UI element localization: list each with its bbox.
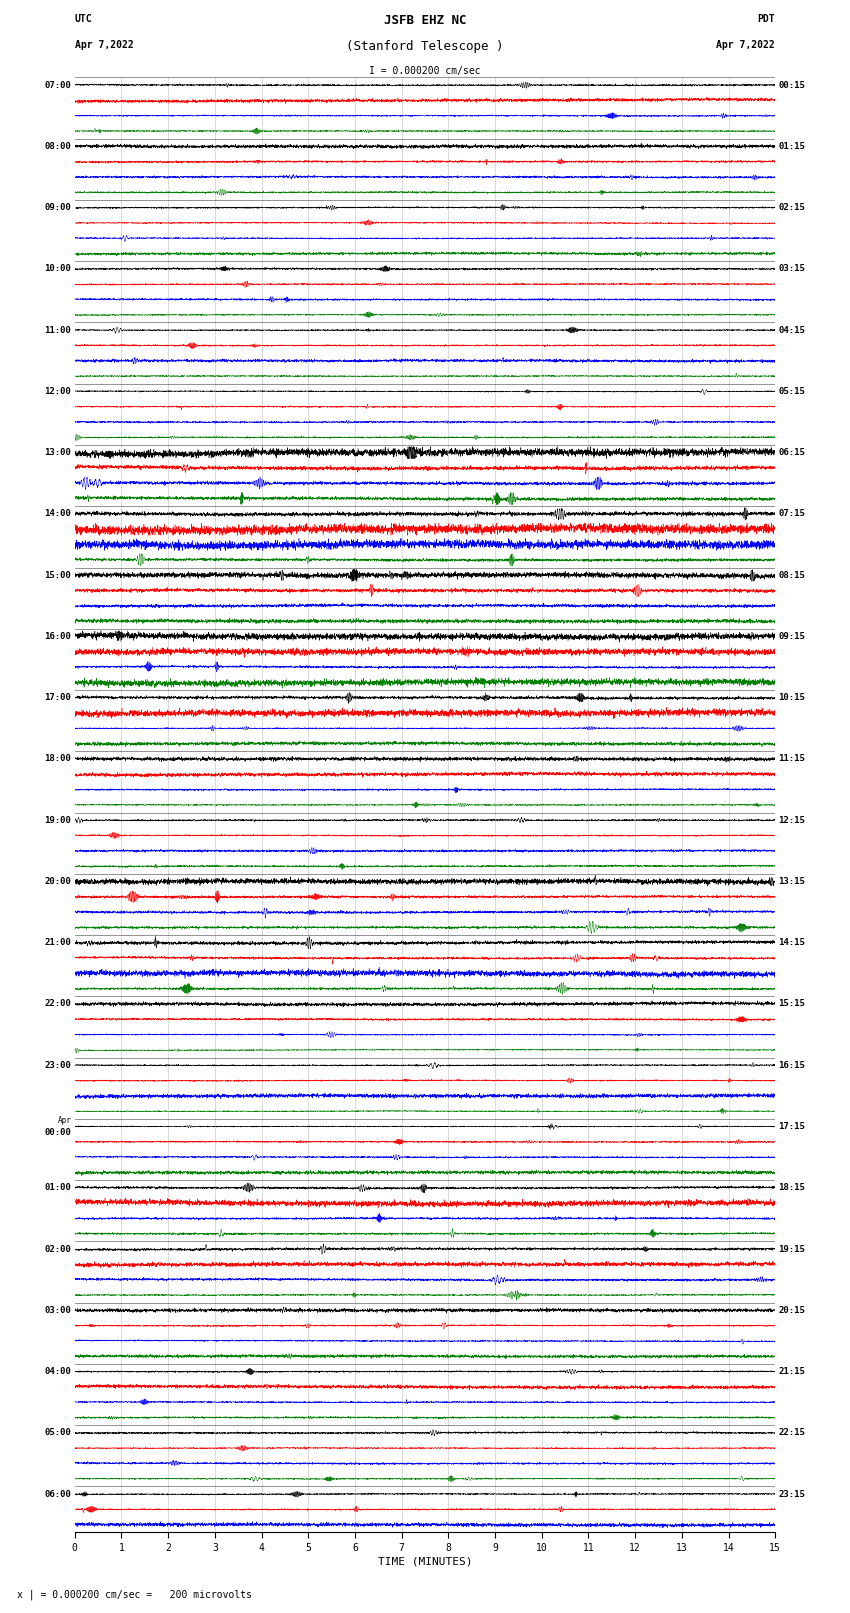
X-axis label: TIME (MINUTES): TIME (MINUTES) bbox=[377, 1557, 473, 1566]
Text: 22:00: 22:00 bbox=[44, 1000, 71, 1008]
Text: 18:15: 18:15 bbox=[779, 1184, 806, 1192]
Text: 14:15: 14:15 bbox=[779, 939, 806, 947]
Text: 19:15: 19:15 bbox=[779, 1245, 806, 1253]
Text: 13:15: 13:15 bbox=[779, 877, 806, 886]
Text: 19:00: 19:00 bbox=[44, 816, 71, 824]
Text: 03:00: 03:00 bbox=[44, 1307, 71, 1315]
Text: 23:00: 23:00 bbox=[44, 1061, 71, 1069]
Text: 20:15: 20:15 bbox=[779, 1307, 806, 1315]
Text: JSFB EHZ NC: JSFB EHZ NC bbox=[383, 15, 467, 27]
Text: 17:15: 17:15 bbox=[779, 1123, 806, 1131]
Text: 08:15: 08:15 bbox=[779, 571, 806, 579]
Text: 22:15: 22:15 bbox=[779, 1428, 806, 1437]
Text: 16:15: 16:15 bbox=[779, 1061, 806, 1069]
Text: 06:15: 06:15 bbox=[779, 448, 806, 456]
Text: 06:00: 06:00 bbox=[44, 1489, 71, 1498]
Text: 20:00: 20:00 bbox=[44, 877, 71, 886]
Text: 01:15: 01:15 bbox=[779, 142, 806, 152]
Text: 21:00: 21:00 bbox=[44, 939, 71, 947]
Text: 10:15: 10:15 bbox=[779, 694, 806, 702]
Text: 15:15: 15:15 bbox=[779, 1000, 806, 1008]
Text: Apr 7,2022: Apr 7,2022 bbox=[717, 40, 775, 50]
Text: 09:15: 09:15 bbox=[779, 632, 806, 640]
Text: 00:00: 00:00 bbox=[44, 1127, 71, 1137]
Text: 04:15: 04:15 bbox=[779, 326, 806, 334]
Text: 05:00: 05:00 bbox=[44, 1428, 71, 1437]
Text: 04:00: 04:00 bbox=[44, 1368, 71, 1376]
Text: 16:00: 16:00 bbox=[44, 632, 71, 640]
Text: 00:15: 00:15 bbox=[779, 81, 806, 90]
Text: I = 0.000200 cm/sec: I = 0.000200 cm/sec bbox=[369, 66, 481, 76]
Text: 07:15: 07:15 bbox=[779, 510, 806, 518]
Text: 23:15: 23:15 bbox=[779, 1489, 806, 1498]
Text: 17:00: 17:00 bbox=[44, 694, 71, 702]
Text: (Stanford Telescope ): (Stanford Telescope ) bbox=[346, 40, 504, 53]
Text: 21:15: 21:15 bbox=[779, 1368, 806, 1376]
Text: 08:00: 08:00 bbox=[44, 142, 71, 152]
Text: 14:00: 14:00 bbox=[44, 510, 71, 518]
Text: 01:00: 01:00 bbox=[44, 1184, 71, 1192]
Text: 11:00: 11:00 bbox=[44, 326, 71, 334]
Text: 10:00: 10:00 bbox=[44, 265, 71, 273]
Text: 09:00: 09:00 bbox=[44, 203, 71, 211]
Text: 15:00: 15:00 bbox=[44, 571, 71, 579]
Text: x | = 0.000200 cm/sec =   200 microvolts: x | = 0.000200 cm/sec = 200 microvolts bbox=[17, 1589, 252, 1600]
Text: 18:00: 18:00 bbox=[44, 755, 71, 763]
Text: UTC: UTC bbox=[75, 15, 93, 24]
Text: 02:15: 02:15 bbox=[779, 203, 806, 211]
Text: 13:00: 13:00 bbox=[44, 448, 71, 456]
Text: 03:15: 03:15 bbox=[779, 265, 806, 273]
Text: Apr 7,2022: Apr 7,2022 bbox=[75, 40, 133, 50]
Text: PDT: PDT bbox=[757, 15, 775, 24]
Text: Apr: Apr bbox=[58, 1116, 71, 1126]
Text: 05:15: 05:15 bbox=[779, 387, 806, 395]
Text: 02:00: 02:00 bbox=[44, 1245, 71, 1253]
Text: 12:15: 12:15 bbox=[779, 816, 806, 824]
Text: 11:15: 11:15 bbox=[779, 755, 806, 763]
Text: 12:00: 12:00 bbox=[44, 387, 71, 395]
Text: 07:00: 07:00 bbox=[44, 81, 71, 90]
